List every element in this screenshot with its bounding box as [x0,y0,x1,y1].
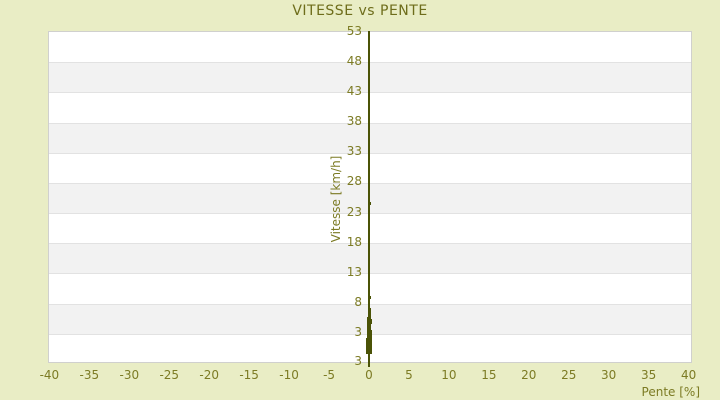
plot-band [49,122,691,153]
x-tick-label: -15 [239,368,259,382]
x-tick-label: -35 [79,368,100,382]
y-tick-label: 33 [346,144,362,159]
x-tick-label: 0 [365,368,373,382]
plot-band [49,92,691,123]
gridline [49,62,691,64]
x-axis-title: Pente [%] [641,385,700,399]
data-point [367,295,371,299]
gridline [49,213,691,215]
y-tick-label: 28 [346,174,362,189]
plot-band [49,243,691,274]
gridline [49,182,691,184]
y-axis-line [368,31,370,367]
gridline [49,243,691,245]
data-point [367,310,371,314]
data-point [367,320,371,325]
x-tick-label: -30 [119,368,140,382]
x-tick-label: 15 [481,368,497,382]
chart-title: VITESSE vs PENTE [292,3,428,19]
y-tick-label: 43 [346,83,362,98]
gridline [49,273,691,275]
plot-band [49,182,691,214]
x-tick-label: 35 [641,368,657,382]
y-tick-label: 13 [346,264,362,279]
data-point [367,313,371,317]
y-tick-label: 48 [346,53,362,68]
plot-band [49,213,691,244]
x-tick-label: -10 [279,368,299,382]
data-point [367,201,371,205]
x-tick-label: 10 [441,368,457,382]
plot-band [49,32,691,63]
plot-band [49,62,691,93]
gridline [49,152,691,154]
x-tick-label: -25 [159,368,180,382]
plot-band [49,273,691,304]
y-tick-label: 53 [346,23,362,38]
gridline [49,92,691,94]
gridline [49,122,691,124]
x-tick-label: 5 [405,368,413,382]
x-tick-label: 40 [680,368,697,382]
gridline [49,303,691,305]
y-tick-label: 23 [346,204,362,219]
y-axis-bottom-label: 3 [354,354,362,368]
data-point [367,308,371,312]
x-tick-label: -20 [199,368,219,382]
x-tick-label: 25 [561,368,577,382]
data-point [366,347,372,354]
x-tick-label: -40 [39,368,60,382]
y-tick-label: 18 [346,234,362,249]
y-tick-label: 3 [354,325,362,340]
x-tick-label: 20 [521,368,537,382]
x-tick-label: -5 [323,368,336,382]
x-tick-label: 30 [601,368,617,382]
plot-band [49,152,691,183]
y-tick-label: 8 [354,295,362,310]
data-point [367,312,371,315]
y-tick-label: 38 [346,114,362,129]
